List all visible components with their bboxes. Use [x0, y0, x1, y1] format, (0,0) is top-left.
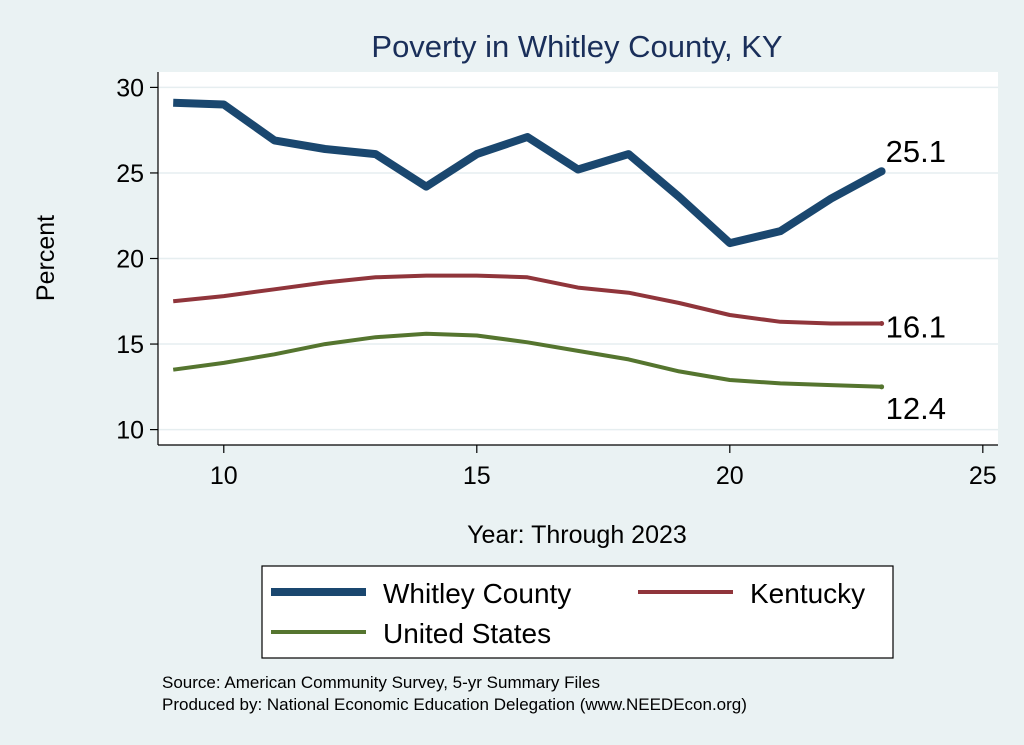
- x-tick-label: 10: [210, 462, 238, 490]
- x-tick-label: 20: [716, 462, 744, 490]
- end-label-kentucky: 16.1: [886, 310, 946, 345]
- end-label-whitley-county: 25.1: [886, 134, 946, 169]
- series-end-point-kentucky: [879, 321, 885, 327]
- legend-label-kentucky: Kentucky: [750, 578, 865, 609]
- chart-title: Poverty in Whitley County, KY: [371, 29, 782, 64]
- series-end-point-whitley-county: [877, 167, 886, 176]
- y-tick-label: 15: [116, 331, 144, 359]
- end-label-united-states: 12.4: [886, 391, 946, 426]
- series-line-united-states: [172, 331, 882, 389]
- series-end-point-united-states: [879, 384, 885, 390]
- x-tick-label: 25: [969, 462, 997, 490]
- y-tick-label: 25: [116, 160, 144, 188]
- y-tick-label: 20: [116, 246, 144, 274]
- x-tick-label: 15: [463, 462, 491, 490]
- x-axis-ticks: 10 15 20 25: [210, 445, 997, 490]
- legend-label-whitley-county: Whitley County: [383, 578, 571, 609]
- series-line-kentucky: [172, 273, 882, 326]
- producer-note: Produced by: National Economic Education…: [162, 695, 747, 714]
- source-note: Source: American Community Survey, 5-yr …: [162, 673, 600, 692]
- series-lines: [172, 98, 886, 390]
- end-labels: 25.1 16.1 12.4: [886, 134, 946, 426]
- y-axis-ticks: 10 15 20 25 30: [116, 74, 158, 445]
- legend-box: [261, 565, 894, 659]
- x-axis-title: Year: Through 2023: [467, 521, 687, 549]
- legend-label-united-states: United States: [383, 618, 551, 649]
- series-line-whitley-county: [173, 98, 884, 248]
- y-tick-label: 10: [116, 417, 144, 445]
- y-axis-title: Percent: [32, 215, 60, 301]
- y-tick-label: 30: [116, 74, 144, 102]
